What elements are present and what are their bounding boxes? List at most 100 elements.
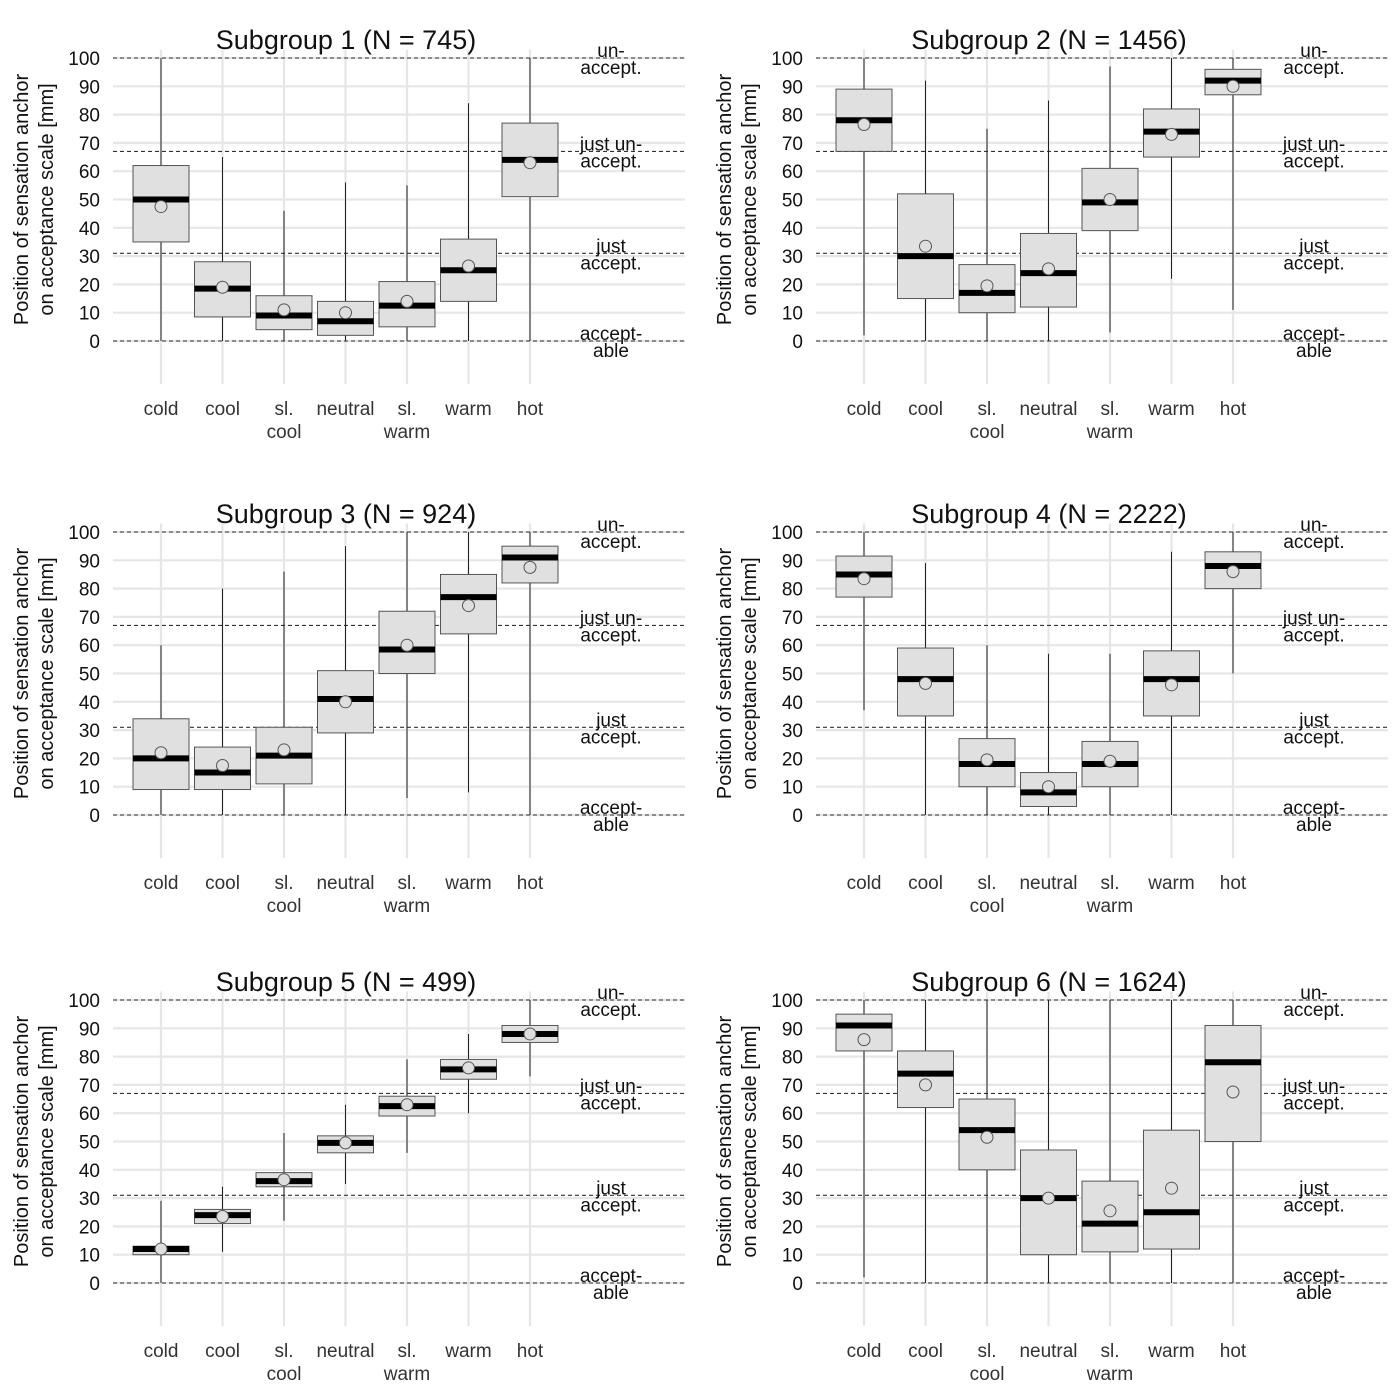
- acceptance-label: accept-: [1283, 798, 1345, 819]
- x-tick-label-line: cold: [847, 1341, 882, 1362]
- y-tick-label: 60: [79, 636, 100, 657]
- x-tick-label: warm: [444, 873, 491, 894]
- acceptance-label: accept.: [1283, 253, 1344, 274]
- mean-marker: [277, 743, 291, 757]
- mean-marker: [339, 695, 352, 709]
- x-tick-label-line: warm: [444, 873, 491, 894]
- acceptance-label: able: [1296, 1283, 1332, 1304]
- acceptance-label: accept.: [1283, 532, 1344, 553]
- mean-marker: [1103, 754, 1117, 768]
- y-tick-label: 100: [68, 523, 100, 544]
- x-tick-label-line: sl.: [978, 873, 997, 894]
- acceptance-label: just: [1298, 236, 1329, 257]
- x-tick-label: cool: [908, 399, 943, 420]
- acceptance-label: accept.: [580, 727, 641, 748]
- y-tick-label: 100: [771, 991, 803, 1012]
- acceptance-label: accept.: [1283, 1195, 1344, 1216]
- chart-panel-6: 0 10 20 30 40 50 60 70 80 90 100 Position of sensat…: [714, 967, 1388, 1384]
- y-tick-label: 40: [782, 1161, 803, 1182]
- y-tick-label: 100: [771, 49, 803, 70]
- y-axis-title-line2: on acceptance scale [mm]: [739, 1025, 761, 1257]
- mean-marker: [523, 560, 537, 574]
- acceptance-label: accept.: [1283, 625, 1344, 646]
- x-tick-label-line: cool: [908, 1341, 943, 1362]
- acceptance-label: accept.: [580, 625, 641, 646]
- acceptance-label: un-: [1300, 983, 1327, 1004]
- mean-marker: [1042, 780, 1055, 794]
- y-tick-label: 50: [782, 1133, 803, 1154]
- acceptance-label: accept.: [1283, 151, 1344, 172]
- x-tick-label-line: sl.: [275, 1341, 294, 1362]
- y-axis-title-line2: on acceptance scale [mm]: [739, 83, 761, 315]
- y-tick-label: 50: [782, 191, 803, 212]
- acceptance-label: just un-: [1282, 134, 1345, 155]
- x-tick-label-line: sl.: [1101, 873, 1120, 894]
- mean-marker: [400, 1098, 414, 1112]
- y-tick-label: 30: [782, 247, 803, 268]
- y-tick-label: 10: [782, 1246, 803, 1267]
- x-tick-label-line: warm: [383, 1364, 430, 1384]
- acceptance-label: accept-: [1283, 324, 1345, 345]
- acceptance-label: accept.: [580, 253, 641, 274]
- mean-marker: [1165, 127, 1178, 141]
- y-tick-label: 90: [79, 77, 100, 98]
- y-tick-label: 100: [771, 523, 803, 544]
- y-tick-label: 70: [782, 134, 803, 155]
- x-tick-label-line: sl.: [1101, 399, 1120, 420]
- x-tick-label: neutral: [1019, 399, 1077, 420]
- x-tick-label: cold: [144, 399, 179, 420]
- y-tick-label: 50: [79, 665, 100, 686]
- x-tick-label: warm: [1147, 399, 1194, 420]
- x-tick-label-line: sl.: [275, 399, 294, 420]
- x-tick-label: sl. warm: [383, 399, 430, 443]
- y-tick-label: 40: [79, 219, 100, 240]
- acceptance-label: accept-: [580, 1266, 642, 1287]
- y-tick-label: 30: [782, 1189, 803, 1210]
- mean-marker: [919, 676, 932, 690]
- x-tick-label: cool: [908, 1341, 943, 1362]
- mean-marker: [400, 638, 414, 652]
- acceptance-label: accept.: [1283, 58, 1344, 79]
- mean-marker: [1226, 79, 1240, 93]
- x-tick-label: sl. cool: [970, 873, 1005, 917]
- x-tick-label-line: hot: [517, 873, 544, 894]
- y-tick-label: 20: [79, 1217, 100, 1238]
- y-tick-label: 50: [79, 191, 100, 212]
- acceptance-label: able: [593, 1283, 629, 1304]
- mean-marker: [1103, 1204, 1117, 1218]
- x-tick-label: warm: [1147, 873, 1194, 894]
- chart-title: Subgroup 5 (N = 499): [216, 967, 476, 997]
- mean-marker: [462, 599, 475, 613]
- x-tick-label-line: sl.: [398, 1341, 417, 1362]
- x-tick-label-line: hot: [517, 1341, 544, 1362]
- x-tick-label: hot: [1220, 399, 1247, 420]
- y-tick-label: 40: [782, 219, 803, 240]
- chart-panel-1: 0 10 20 30 40 50 60 70 80 90 100 Position of sensat…: [11, 25, 685, 443]
- chart-panel-2: 0 10 20 30 40 50 60 70 80 90 100 Position of sensat…: [714, 25, 1388, 443]
- y-axis-title-line2: on acceptance scale [mm]: [36, 1025, 58, 1257]
- mean-marker: [277, 303, 291, 317]
- acceptance-label: accept.: [580, 1195, 641, 1216]
- acceptance-label: just un-: [1282, 608, 1345, 629]
- x-tick-label: cold: [144, 1341, 179, 1362]
- y-tick-label: 40: [79, 693, 100, 714]
- x-tick-label-line: sl.: [978, 399, 997, 420]
- y-tick-label: 20: [782, 275, 803, 296]
- x-tick-label: sl. warm: [1086, 1341, 1133, 1384]
- mean-marker: [154, 746, 168, 760]
- chart-title: Subgroup 6 (N = 1624): [911, 967, 1186, 997]
- x-tick-label-line: warm: [1147, 873, 1194, 894]
- acceptance-label: un-: [597, 515, 624, 536]
- y-tick-label: 10: [79, 304, 100, 325]
- x-tick-label-line: warm: [383, 422, 430, 443]
- x-tick-label-line: warm: [1147, 399, 1194, 420]
- y-tick-label: 100: [68, 49, 100, 70]
- y-tick-label: 70: [79, 1076, 100, 1097]
- y-tick-label: 70: [79, 608, 100, 629]
- mean-marker: [1226, 565, 1240, 579]
- x-tick-label: sl. warm: [1086, 873, 1133, 917]
- x-tick-label-line: warm: [1147, 1341, 1194, 1362]
- y-tick-label: 90: [79, 1019, 100, 1040]
- x-tick-label-line: warm: [1086, 896, 1133, 917]
- acceptance-label: accept-: [1283, 1266, 1345, 1287]
